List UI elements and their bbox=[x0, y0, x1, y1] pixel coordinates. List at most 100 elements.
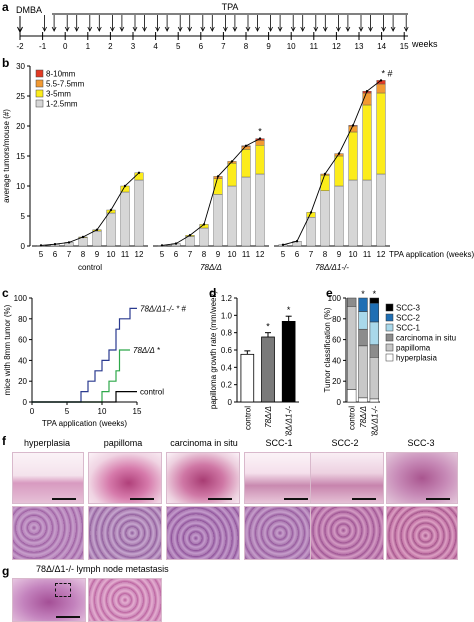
tpa-arrow-head bbox=[245, 26, 251, 32]
tpa-arrow-head bbox=[290, 26, 296, 32]
classification-segment bbox=[358, 311, 368, 330]
tpa-arrow-head bbox=[322, 26, 328, 32]
legend-label: 1-2.5mm bbox=[46, 100, 78, 109]
tpa-arrow-head bbox=[345, 26, 351, 32]
caption-hyperplasia: hyperplasia bbox=[23, 438, 71, 448]
timeline-tick-label: 11 bbox=[310, 42, 319, 51]
timeline-tick-label: -2 bbox=[16, 42, 24, 51]
stacked-bar-segment bbox=[348, 179, 358, 247]
total-point bbox=[53, 243, 57, 246]
timeline-tick-label: 3 bbox=[131, 42, 136, 51]
x-tick-label: 11 bbox=[363, 250, 372, 259]
scale-bar bbox=[56, 616, 80, 618]
tpa-arrow-head bbox=[142, 26, 147, 32]
legend-swatch bbox=[35, 89, 44, 98]
scc-2-detail-image bbox=[310, 506, 384, 560]
y-tick-label: 80 bbox=[18, 315, 27, 324]
legend-swatch bbox=[35, 99, 44, 108]
stacked-bar-segment bbox=[306, 216, 316, 247]
legend-label: 3-5mm bbox=[46, 90, 71, 99]
scc-1-overview-image bbox=[244, 452, 316, 504]
y-tick-label: 10 bbox=[16, 182, 25, 191]
tpa-label: TPA bbox=[222, 2, 239, 12]
classification-segment bbox=[358, 397, 368, 403]
tpa-arrow-head bbox=[96, 26, 102, 32]
total-point bbox=[95, 228, 99, 231]
total-point bbox=[67, 241, 71, 244]
stacked-bar-segment bbox=[241, 149, 251, 178]
y-tick-label: 80 bbox=[332, 315, 341, 324]
x-tick-label: 15 bbox=[133, 407, 142, 416]
stacked-bar-segment bbox=[213, 194, 223, 247]
growth-rate-bar bbox=[261, 336, 275, 403]
stacked-bar-segment bbox=[334, 155, 344, 187]
y-tick-label: 5 bbox=[21, 212, 26, 221]
y-tick-label: 60 bbox=[18, 336, 27, 345]
significance-marker: * bbox=[361, 289, 365, 299]
tpa-arrow-head bbox=[110, 26, 115, 32]
caption-carcinoma-in-situ: carcinoma in situ bbox=[170, 438, 238, 448]
y-tick-label: 0 bbox=[228, 398, 233, 407]
stacked-bar-segment bbox=[334, 185, 344, 247]
stacked-bar-segment bbox=[78, 237, 88, 247]
total-point bbox=[295, 240, 299, 243]
x-tick-label: 8 bbox=[202, 250, 207, 259]
timeline-tick-label: 4 bbox=[153, 42, 158, 51]
caption-scc-2: SCC-2 bbox=[331, 438, 359, 448]
dmba-label: DMBA bbox=[16, 5, 42, 15]
series-label: 78Δ/Δ1-/- * # bbox=[140, 304, 186, 313]
total-point bbox=[137, 171, 141, 174]
y-tick-label: 100 bbox=[14, 294, 28, 303]
y-tick-label: 0.6 bbox=[221, 346, 233, 355]
total-trend-line bbox=[161, 138, 261, 246]
y-tick-label: 0.2 bbox=[221, 381, 233, 390]
panel-letter-a: a bbox=[2, 0, 9, 14]
tpa-arrow-head bbox=[187, 26, 193, 32]
hyperplasia-detail-image bbox=[12, 506, 84, 560]
group-label: control bbox=[78, 263, 102, 272]
x-tick-label: 9 bbox=[337, 250, 342, 259]
tpa-arrow-head bbox=[232, 26, 238, 32]
y-tick-label: 0 bbox=[337, 398, 342, 407]
timeline-tick-label: 12 bbox=[332, 42, 341, 51]
tpa-arrow-head bbox=[132, 26, 138, 32]
x-tick-label: 78Δ/Δ1-/- bbox=[285, 406, 294, 436]
tpa-arrow-head bbox=[74, 26, 80, 32]
x-tick-label: 78Δ/Δ bbox=[264, 406, 273, 428]
tpa-arrow-head bbox=[268, 26, 273, 32]
scc-2-overview-image bbox=[310, 452, 384, 504]
y-tick-label: 0 bbox=[23, 398, 28, 407]
significance-marker: * # bbox=[381, 68, 392, 78]
legend-label: SCC-2 bbox=[396, 314, 421, 323]
timeline-tick-label: 13 bbox=[355, 42, 364, 51]
total-point bbox=[202, 223, 206, 226]
treatment-timeline: DMBA TPA -2 -1 0 1 2 3 4 5 6 7 8 9 10 11 12 13 14 15 week… bbox=[16, 2, 438, 51]
x-tick-label: 5 bbox=[160, 250, 165, 259]
classification-segment bbox=[369, 302, 380, 323]
timeline-tick-label: 1 bbox=[86, 42, 91, 51]
y-tick-label: 15 bbox=[16, 152, 25, 161]
total-point bbox=[309, 211, 313, 214]
lymph-node-detail-image bbox=[88, 578, 162, 622]
stacked-bar-segment bbox=[185, 236, 195, 247]
y-tick-label: 0.8 bbox=[221, 329, 233, 338]
step-line bbox=[32, 307, 137, 403]
significance-marker: * bbox=[373, 289, 377, 299]
scale-bar bbox=[208, 498, 232, 500]
x-tick-label: 8 bbox=[323, 250, 328, 259]
group-label: 78Δ/Δ bbox=[200, 263, 222, 272]
y-axis-label: average tumors/mouse (#) bbox=[2, 109, 11, 203]
classification-segment bbox=[369, 344, 380, 358]
scale-bar bbox=[284, 498, 308, 500]
step-line bbox=[32, 391, 137, 403]
y-tick-label: 0 bbox=[21, 242, 26, 251]
tpa-arrow-head bbox=[300, 26, 306, 32]
panel-letter-e: e bbox=[326, 286, 333, 300]
timeline-tick-label: 8 bbox=[244, 42, 249, 51]
total-point bbox=[323, 172, 327, 176]
tpa-arrow-head bbox=[358, 26, 364, 32]
papilloma-overview-image bbox=[88, 452, 162, 504]
total-point bbox=[123, 184, 127, 188]
stacked-bar-segment bbox=[134, 179, 144, 247]
y-tick-label: 60 bbox=[332, 336, 341, 345]
